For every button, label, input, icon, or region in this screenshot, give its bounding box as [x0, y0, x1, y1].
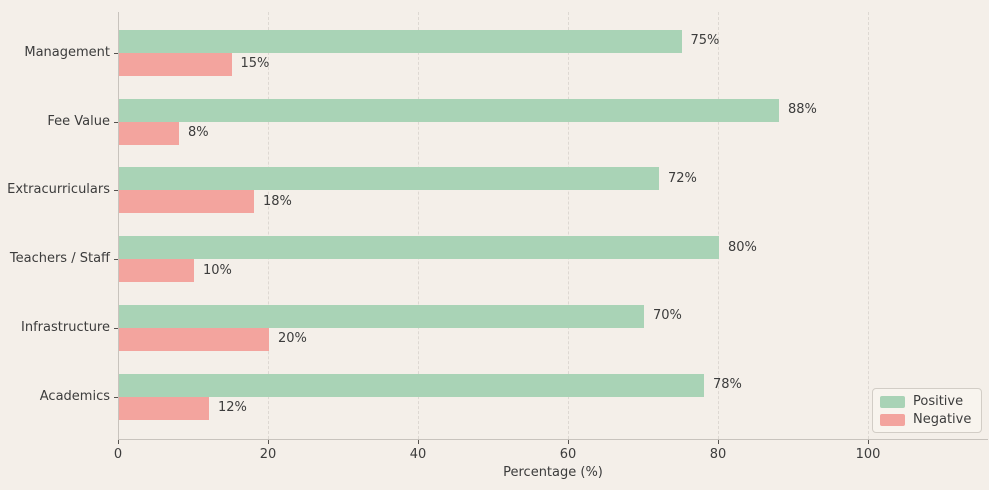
x-axis-title: Percentage (%) — [503, 465, 603, 480]
bar-value-label: 15% — [240, 56, 270, 72]
y-axis-tick — [114, 121, 118, 123]
legend-label: Negative — [913, 412, 972, 427]
x-axis-tick — [418, 440, 419, 444]
x-axis-tick — [718, 440, 719, 444]
bar-negative — [119, 327, 269, 351]
x-axis-tick — [868, 440, 869, 444]
x-tick-label: 40 — [409, 447, 427, 462]
bar-positive — [119, 98, 779, 122]
bar-positive — [119, 29, 682, 53]
bar-negative — [119, 259, 194, 283]
bar-value-label: 8% — [188, 125, 209, 140]
bar-value-label: 75% — [690, 33, 720, 49]
bar-value-label: 20% — [278, 331, 307, 347]
x-tick-label: 80 — [709, 447, 727, 462]
legend-item: Positive — [880, 394, 971, 409]
x-axis-tick — [118, 440, 119, 444]
category-label: Infrastructure — [21, 319, 110, 335]
x-axis-tick — [268, 440, 269, 444]
bar-negative — [119, 121, 179, 145]
bar-value-label: 18% — [263, 193, 292, 209]
bar-negative — [119, 190, 254, 214]
bar-positive — [119, 236, 719, 260]
legend-item: Negative — [880, 412, 971, 427]
bar-value-label: 72% — [668, 170, 697, 186]
legend-swatch-negative — [880, 413, 905, 426]
x-tick-label: 0 — [113, 447, 123, 462]
legend: Positive Negative — [872, 388, 983, 433]
gridline — [718, 12, 719, 439]
bar-value-label: 10% — [203, 262, 232, 278]
legend-swatch-positive — [880, 395, 905, 408]
y-axis-spine — [118, 12, 119, 439]
gridline — [418, 12, 419, 439]
gridline — [868, 12, 869, 439]
category-label: Management — [24, 44, 110, 60]
x-tick-label: 20 — [259, 447, 277, 462]
y-axis-tick — [114, 190, 118, 192]
category-label: Academics — [39, 388, 110, 404]
x-tick-label: 100 — [855, 447, 881, 462]
bar-value-label: 12% — [218, 400, 247, 416]
y-axis-tick — [114, 327, 118, 329]
bar-negative — [119, 52, 232, 76]
y-axis-tick — [114, 396, 118, 398]
gridline — [268, 12, 269, 439]
category-label: Fee Value — [47, 113, 110, 129]
bar-positive — [119, 167, 659, 191]
bar-value-label: 78% — [713, 377, 742, 393]
x-axis-line — [118, 439, 988, 440]
bar-positive — [119, 373, 704, 397]
bar-negative — [119, 396, 209, 420]
plot-area: 75% 15% 88% 8% 72% 18% 80% 10% 70% 20% 78% 12% — [118, 12, 988, 439]
y-axis-tick — [114, 52, 118, 54]
gridline — [568, 12, 569, 439]
x-tick-label: 60 — [559, 447, 577, 462]
bar-value-label: 80% — [728, 239, 757, 255]
legend-label: Positive — [913, 394, 964, 409]
category-label: Extracurriculars — [7, 182, 110, 198]
bar-value-label: 88% — [788, 102, 817, 117]
category-label: Teachers / Staff — [9, 251, 110, 267]
bar-value-label: 70% — [653, 308, 682, 324]
x-axis-tick — [568, 440, 569, 444]
bar-positive — [119, 304, 644, 328]
y-axis-tick — [114, 259, 118, 261]
